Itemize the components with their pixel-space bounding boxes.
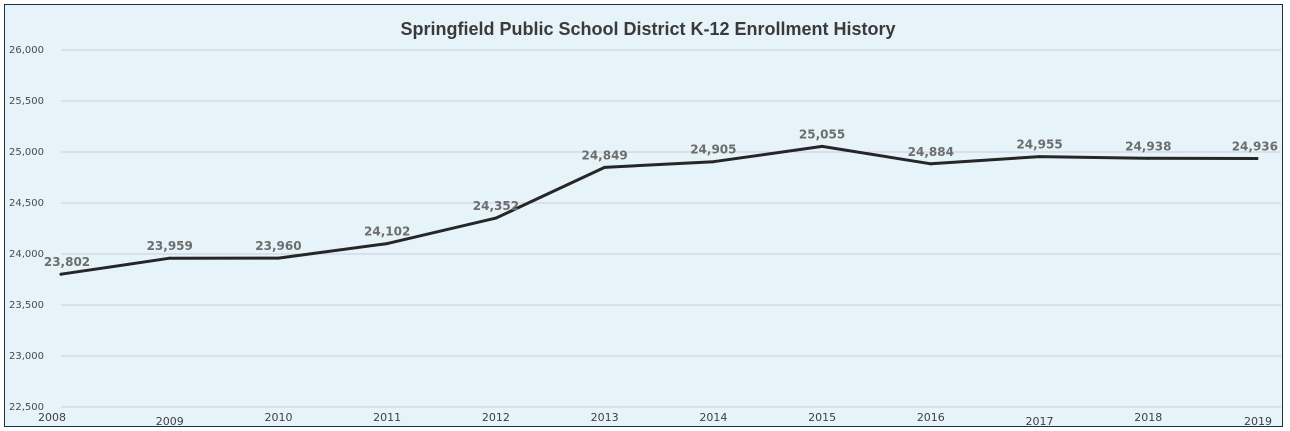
data-label-2018: 24,938	[1125, 139, 1171, 153]
data-label-2012: 24,352	[473, 199, 519, 213]
x-tick-label-2008: 2008	[38, 411, 66, 424]
x-tick-label-2016: 2016	[917, 411, 945, 424]
y-tick-label-22500: 22,500	[9, 402, 44, 413]
y-axis-tick-labels: 22,500 23,000 23,500 24,000 24,500 25,000 25,5…	[9, 45, 44, 413]
data-label-2016: 24,884	[908, 145, 954, 159]
data-point-2013	[603, 165, 607, 169]
y-tick-label-24000: 24,000	[9, 249, 44, 260]
data-point-2008	[59, 272, 63, 276]
data-label-2011: 24,102	[364, 225, 410, 239]
x-tick-label-2012: 2012	[482, 411, 510, 424]
data-label-2013: 24,849	[581, 148, 627, 162]
x-tick-label-2017: 2017	[1026, 415, 1054, 427]
x-axis-tick-labels: 2008 2009 2010 2011 2012 2013 2014 2015 2016 2017…	[38, 411, 1272, 427]
data-point-2018	[1146, 156, 1150, 160]
x-tick-label-2011: 2011	[373, 411, 401, 424]
data-point-2012	[494, 216, 498, 220]
x-tick-label-2015: 2015	[808, 411, 836, 424]
x-tick-label-2010: 2010	[264, 411, 292, 424]
data-point-2010	[276, 256, 280, 260]
data-label-2015: 25,055	[799, 127, 845, 141]
chart-frame: Springfield Public School District K-12 …	[4, 4, 1283, 427]
y-tick-label-24500: 24,500	[9, 198, 44, 209]
data-label-2017: 24,955	[1016, 138, 1062, 152]
data-point-2009	[168, 256, 172, 260]
x-tick-label-2019: 2019	[1244, 415, 1272, 427]
data-labels: 23,802 23,959 23,960 24,102 24,352 24,849 24,9…	[44, 127, 1278, 269]
enrollment-line-chart: Springfield Public School District K-12 …	[9, 19, 1281, 427]
data-label-2010: 23,960	[255, 239, 301, 253]
data-label-2008: 23,802	[44, 255, 90, 269]
data-label-2019: 24,936	[1232, 140, 1278, 154]
gridlines	[61, 49, 1281, 408]
chart-title: Springfield Public School District K-12 …	[400, 19, 895, 39]
x-tick-label-2014: 2014	[699, 411, 727, 424]
series-line-0	[59, 144, 1259, 276]
data-point-2016	[929, 162, 933, 166]
data-point-2019	[1255, 157, 1259, 161]
data-label-2014: 24,905	[690, 143, 736, 157]
y-tick-label-23500: 23,500	[9, 300, 44, 311]
x-tick-label-2018: 2018	[1134, 411, 1162, 424]
x-tick-label-2013: 2013	[591, 411, 619, 424]
data-point-2014	[711, 160, 715, 164]
data-label-2009: 23,959	[147, 239, 193, 253]
y-tick-label-26000: 26,000	[9, 45, 44, 56]
y-tick-label-25500: 25,500	[9, 96, 44, 107]
series-lines	[59, 144, 1259, 276]
data-point-2011	[385, 242, 389, 246]
x-tick-label-2009: 2009	[156, 415, 184, 427]
data-point-2017	[1038, 155, 1042, 159]
data-point-2015	[820, 144, 824, 148]
y-tick-label-25000: 25,000	[9, 147, 44, 158]
y-tick-label-23000: 23,000	[9, 351, 44, 362]
